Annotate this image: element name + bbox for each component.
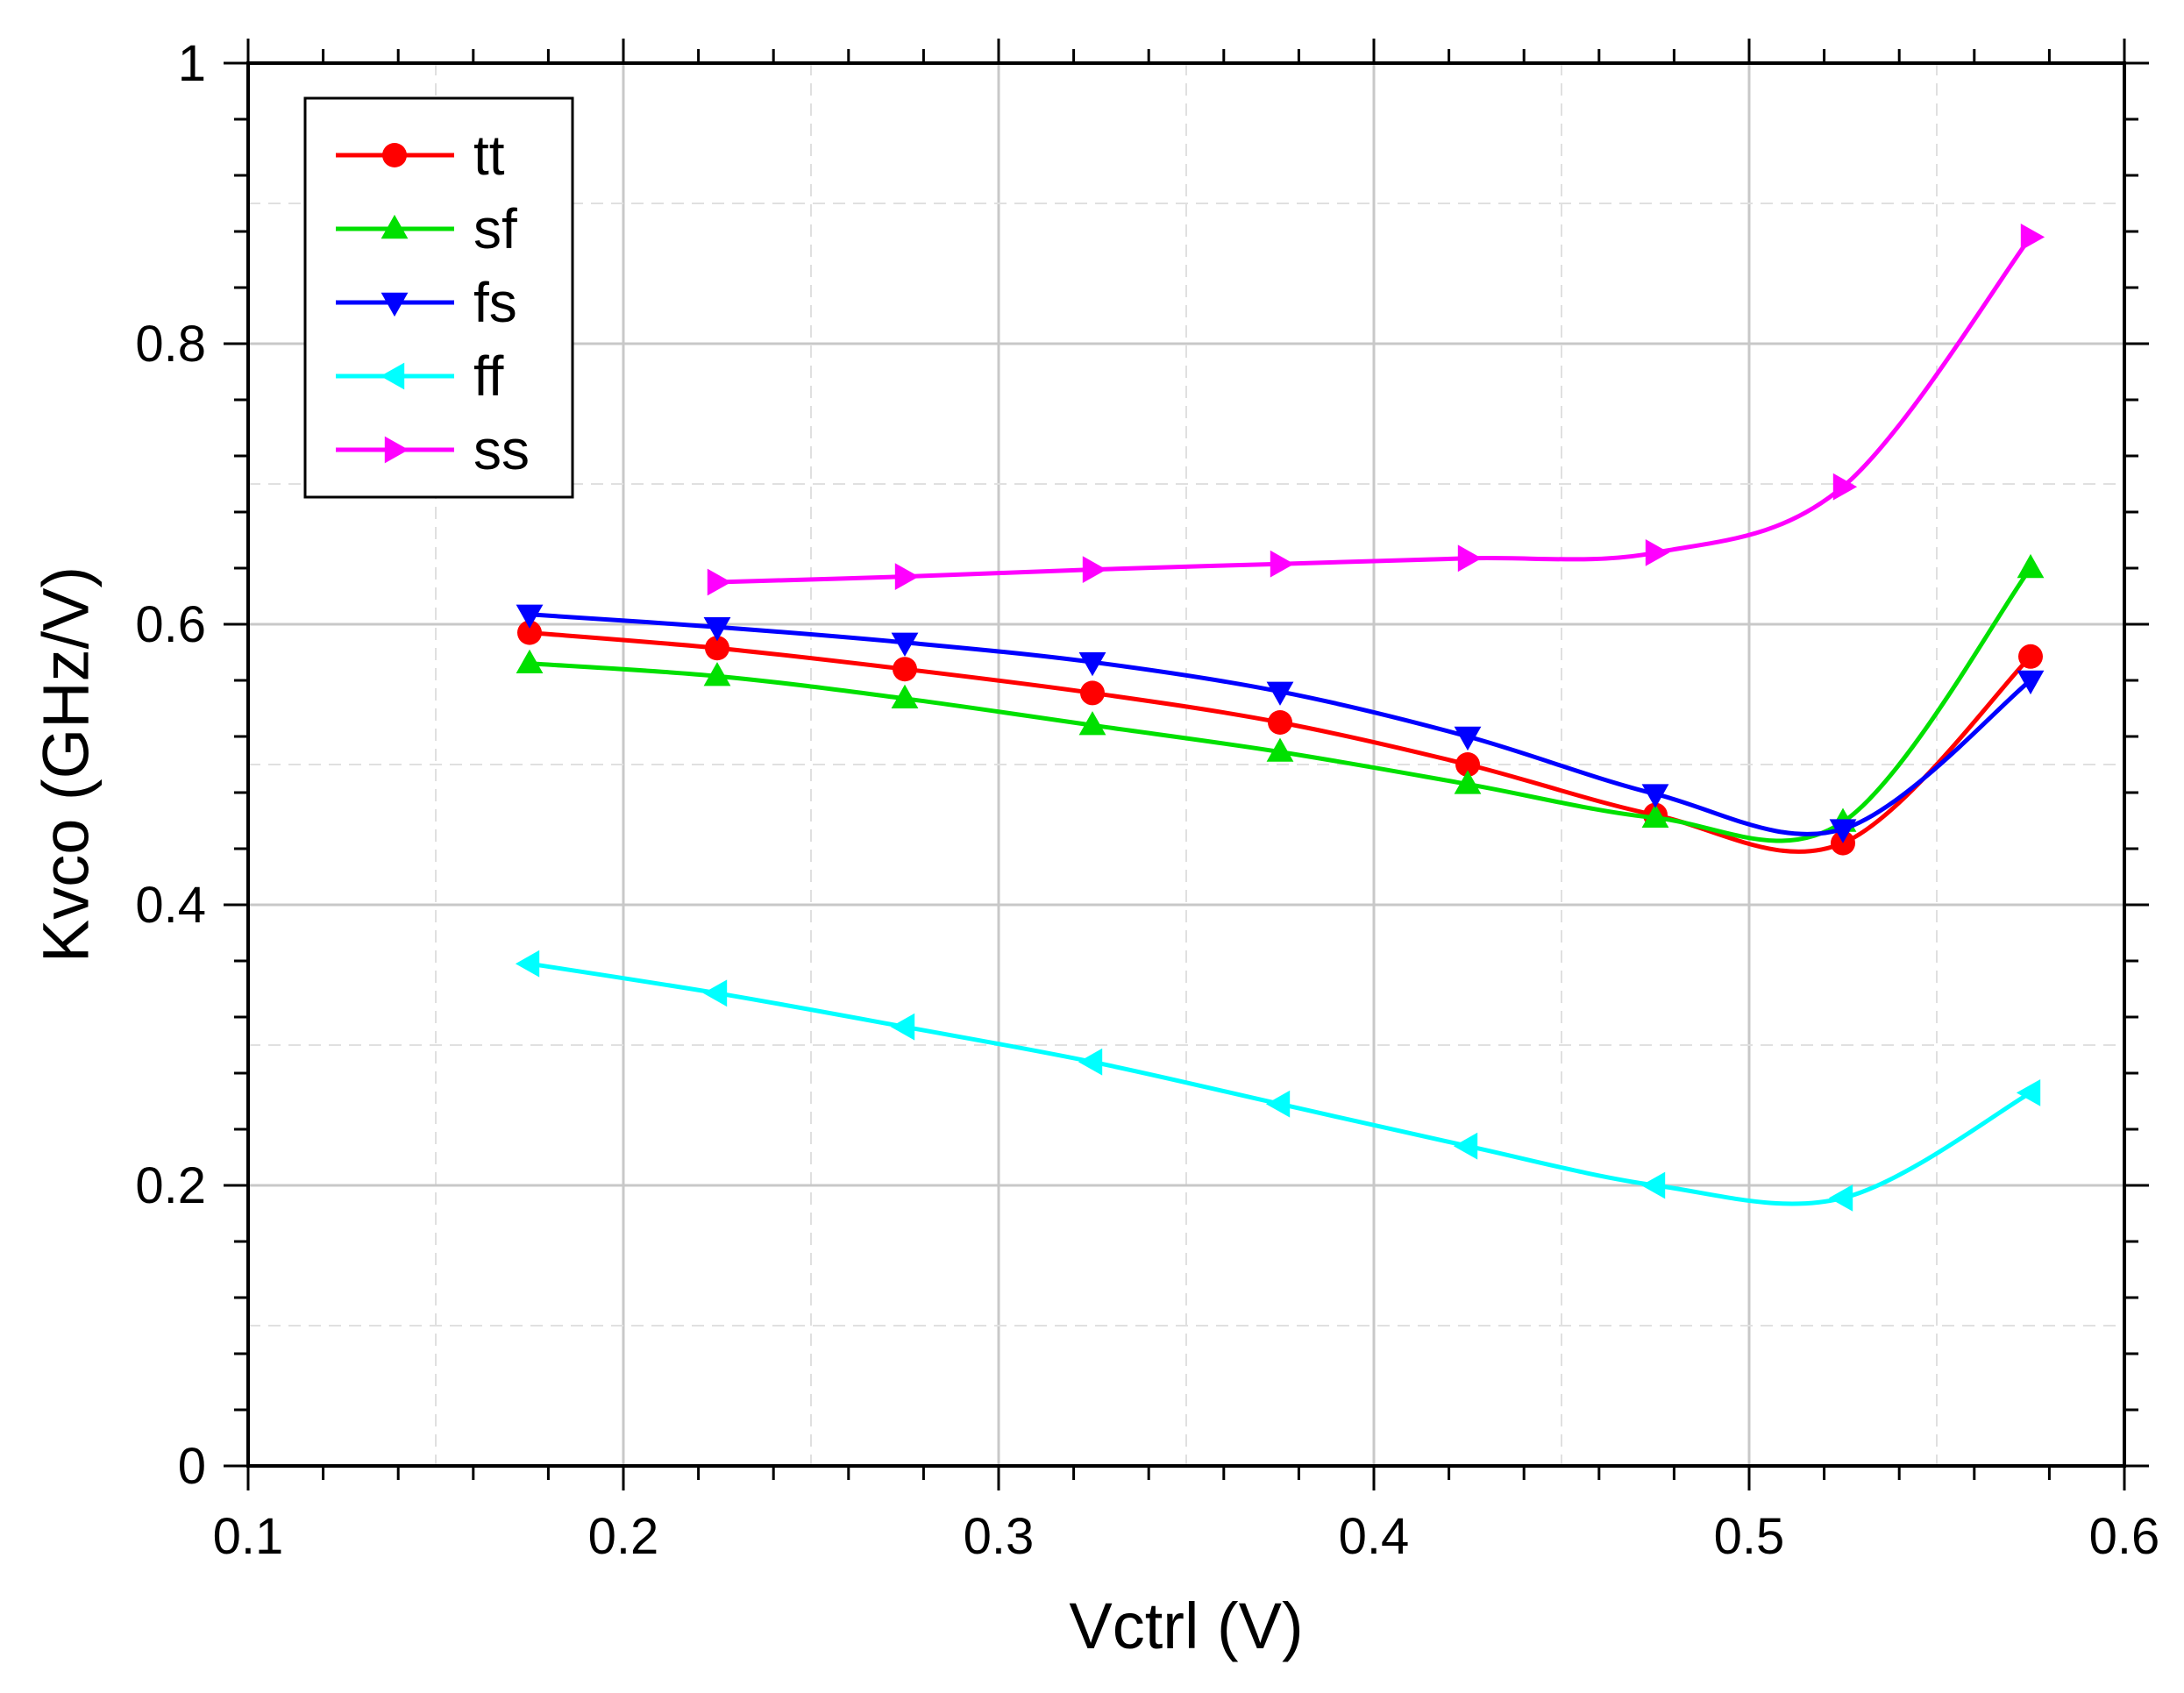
legend-item-sf: sf — [336, 197, 517, 260]
data-point-tt — [517, 620, 542, 645]
data-point-sf — [703, 662, 731, 686]
data-point-ff — [1453, 1132, 1478, 1160]
data-point-sf — [1078, 711, 1106, 736]
data-point-fs — [1641, 784, 1669, 808]
legend: tt sf fs ff ss — [303, 96, 574, 499]
data-point-ff — [2016, 1079, 2041, 1106]
data-point-ff — [1265, 1090, 1291, 1118]
legend-marker-sf — [381, 214, 409, 239]
legend-item-ff: ff — [336, 345, 504, 408]
legend-marker-ss — [384, 436, 409, 464]
x-tick-label: 0.2 — [588, 1508, 659, 1565]
x-tick-label: 0.4 — [1339, 1508, 1410, 1565]
data-point-fs — [1078, 652, 1106, 677]
data-point-sf — [516, 649, 544, 673]
legend-label-ff: ff — [473, 345, 504, 408]
data-point-tt — [1080, 680, 1105, 706]
data-point-ss — [894, 563, 920, 590]
y-tick-label: 0.2 — [135, 1157, 206, 1214]
plot-frame — [246, 61, 2126, 1468]
data-point-ss — [707, 568, 732, 596]
x-tick-label: 0.1 — [213, 1508, 284, 1565]
data-point-ff — [1640, 1171, 1666, 1199]
data-point-sf — [1454, 770, 1482, 794]
data-point-ff — [1078, 1048, 1103, 1076]
plot-area — [515, 224, 2045, 1212]
data-point-tt — [1268, 710, 1292, 735]
legend-item-ss: ss — [336, 418, 530, 481]
x-axis-title: Vctrl (V) — [1069, 1590, 1303, 1662]
data-point-ss — [1270, 550, 1295, 578]
data-point-ff — [702, 979, 728, 1007]
data-point-sf — [1266, 737, 1294, 762]
data-point-tt — [705, 636, 729, 661]
data-point-tt — [1455, 752, 1480, 777]
series-line-tt — [529, 630, 2032, 854]
data-point-fs — [891, 632, 919, 657]
grid — [248, 63, 2124, 1466]
data-point-ss — [1832, 473, 1858, 501]
legend-item-fs: fs — [336, 271, 517, 334]
y-tick-label: 0.6 — [135, 596, 206, 653]
legend-label-ss: ss — [473, 418, 530, 481]
data-point-fs — [703, 617, 731, 642]
data-point-ff — [515, 950, 540, 978]
axis-ticks: 0.1 0.2 0.3 0.4 0.5 0.6 0 0.2 0.4 0.6 0.8 1 — [135, 35, 2159, 1565]
data-point-ss — [2020, 224, 2045, 251]
data-point-fs — [1266, 681, 1294, 706]
data-point-ff — [890, 1013, 915, 1041]
legend-marker-tt — [382, 143, 407, 167]
y-tick-label: 0 — [178, 1438, 206, 1495]
legend-marker-ff — [380, 362, 405, 390]
data-point-tt — [893, 657, 917, 682]
legend-item-tt: tt — [336, 124, 505, 187]
data-point-sf — [2017, 553, 2045, 579]
data-point-ff — [1828, 1184, 1853, 1212]
series-fs — [516, 604, 2045, 843]
y-axis-title: Kvco (GHz/V) — [30, 566, 103, 963]
x-tick-label: 0.5 — [1714, 1508, 1785, 1565]
data-point-ss — [1645, 539, 1670, 566]
data-point-ss — [1457, 544, 1483, 573]
legend-label-sf: sf — [473, 197, 517, 260]
legend-box — [303, 96, 574, 499]
data-point-fs — [1454, 726, 1482, 751]
series-ff — [515, 950, 2041, 1212]
legend-label-tt: tt — [473, 124, 505, 187]
data-point-sf — [1641, 803, 1669, 828]
y-tick-label: 1 — [178, 35, 206, 92]
y-tick-label: 0.4 — [135, 877, 206, 934]
y-tick-label: 0.8 — [135, 316, 206, 373]
data-point-fs — [516, 604, 544, 629]
series-ss — [707, 224, 2045, 596]
data-point-ss — [1082, 556, 1107, 583]
x-tick-label: 0.3 — [964, 1508, 1035, 1565]
legend-label-fs: fs — [473, 271, 517, 334]
x-tick-label: 0.6 — [2089, 1508, 2160, 1565]
data-point-fs — [2017, 670, 2045, 695]
data-point-sf — [891, 684, 919, 708]
data-point-tt — [2018, 644, 2043, 669]
legend-marker-fs — [381, 292, 409, 317]
data-point-fs — [1829, 819, 1857, 843]
